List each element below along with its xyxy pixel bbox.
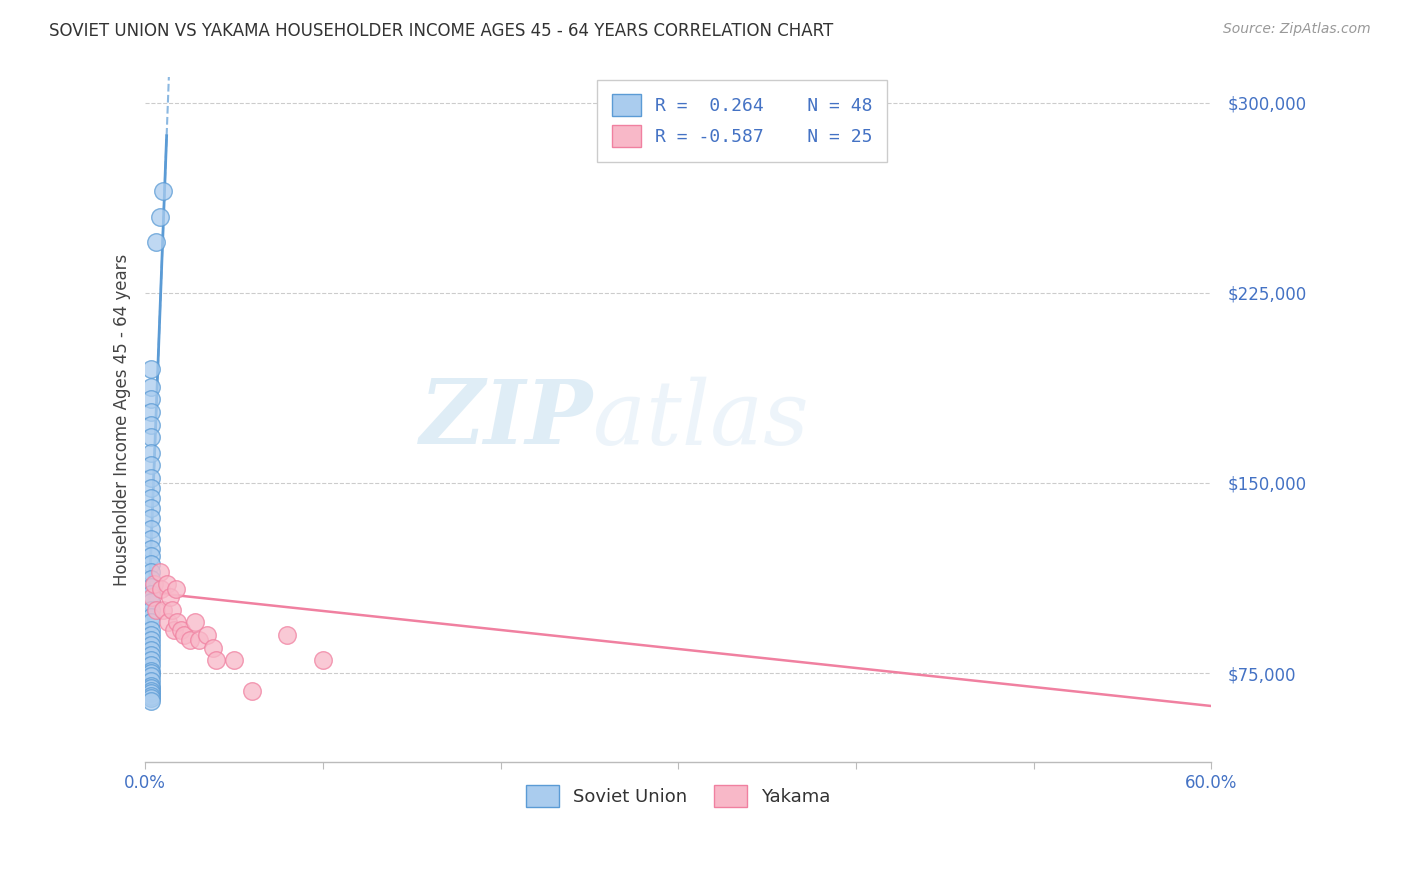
Text: ZIP: ZIP <box>420 376 593 463</box>
Legend: Soviet Union, Yakama: Soviet Union, Yakama <box>519 778 838 814</box>
Point <box>139 362 162 376</box>
Point <box>139 430 162 444</box>
Point <box>139 471 162 485</box>
Point <box>139 638 162 652</box>
Point <box>139 666 162 681</box>
Point <box>163 623 186 637</box>
Point <box>184 615 207 630</box>
Point <box>139 691 162 706</box>
Point <box>139 673 162 688</box>
Point <box>201 640 224 655</box>
Point <box>224 653 246 667</box>
Point <box>179 633 201 648</box>
Point <box>139 643 162 657</box>
Point <box>152 185 174 199</box>
Point <box>143 577 166 591</box>
Point <box>139 549 162 564</box>
Point <box>139 679 162 693</box>
Point <box>139 587 162 601</box>
Point <box>139 491 162 505</box>
Point <box>156 577 179 591</box>
Text: atlas: atlas <box>593 376 808 463</box>
Point <box>139 417 162 432</box>
Point <box>139 445 162 459</box>
Point <box>139 668 162 682</box>
Point <box>139 683 162 698</box>
Point <box>139 686 162 700</box>
Point <box>139 658 162 673</box>
Point <box>139 572 162 586</box>
Point <box>312 653 335 667</box>
Point <box>139 379 162 393</box>
Point <box>139 458 162 473</box>
Point <box>139 623 162 637</box>
Point <box>139 595 162 609</box>
Point <box>139 522 162 536</box>
Point <box>148 565 170 579</box>
Point <box>145 603 167 617</box>
Point <box>139 633 162 648</box>
Point <box>240 683 263 698</box>
Point <box>139 694 162 708</box>
Point <box>173 628 195 642</box>
Point <box>139 501 162 516</box>
Point <box>165 582 187 597</box>
Text: Source: ZipAtlas.com: Source: ZipAtlas.com <box>1223 22 1371 37</box>
Point <box>187 633 209 648</box>
Point <box>139 481 162 495</box>
Point <box>139 565 162 579</box>
Point <box>160 603 183 617</box>
Point <box>139 610 162 624</box>
Point <box>152 603 174 617</box>
Point <box>139 648 162 663</box>
Point <box>139 681 162 696</box>
Point <box>139 689 162 703</box>
Point <box>139 653 162 667</box>
Point <box>139 580 162 594</box>
Point <box>139 664 162 678</box>
Y-axis label: Householder Income Ages 45 - 64 years: Householder Income Ages 45 - 64 years <box>114 253 131 586</box>
Point <box>139 511 162 525</box>
Point <box>145 235 167 250</box>
Point <box>139 541 162 556</box>
Point <box>159 590 181 604</box>
Point <box>139 557 162 571</box>
Point <box>139 603 162 617</box>
Point <box>139 405 162 419</box>
Point <box>166 615 188 630</box>
Point <box>205 653 228 667</box>
Point <box>170 623 193 637</box>
Point <box>150 582 173 597</box>
Text: SOVIET UNION VS YAKAMA HOUSEHOLDER INCOME AGES 45 - 64 YEARS CORRELATION CHART: SOVIET UNION VS YAKAMA HOUSEHOLDER INCOM… <box>49 22 834 40</box>
Point <box>139 615 162 630</box>
Point <box>139 532 162 546</box>
Point <box>141 590 163 604</box>
Point <box>157 615 180 630</box>
Point <box>276 628 298 642</box>
Point <box>139 628 162 642</box>
Point <box>148 210 170 224</box>
Point <box>197 628 219 642</box>
Point <box>139 392 162 407</box>
